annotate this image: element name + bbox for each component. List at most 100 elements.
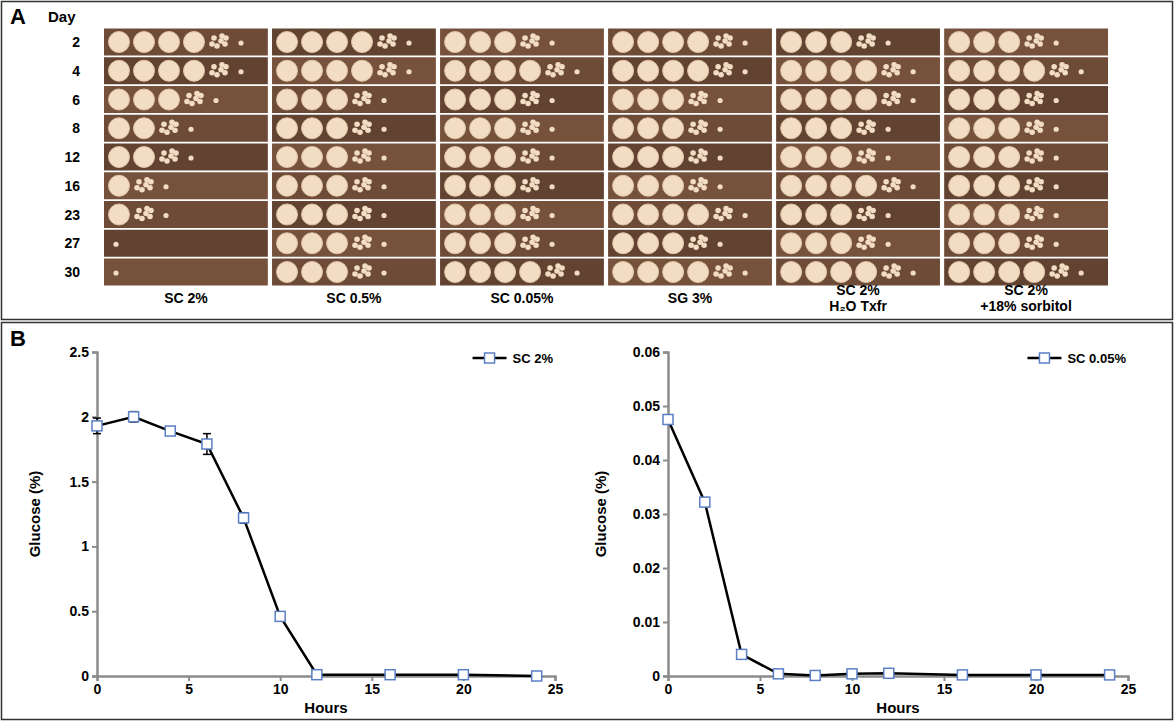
spot xyxy=(495,175,516,196)
data-point xyxy=(1031,670,1041,680)
tick-label: 1 xyxy=(81,538,89,554)
spot xyxy=(663,89,684,110)
data-point xyxy=(737,649,747,659)
colony xyxy=(361,124,367,130)
error-bar xyxy=(203,434,211,455)
tick: 15 xyxy=(937,676,953,697)
colony xyxy=(529,38,535,44)
spot xyxy=(974,32,995,53)
colony xyxy=(693,129,699,135)
legend: SC 0.05% xyxy=(1027,351,1126,366)
plate-strip xyxy=(104,172,268,199)
colony xyxy=(688,127,694,133)
spot-row xyxy=(272,86,436,113)
colony xyxy=(1051,64,1057,70)
error-bar xyxy=(93,418,101,434)
colony xyxy=(357,273,363,279)
colony xyxy=(1054,40,1059,45)
colony xyxy=(534,121,540,127)
colony xyxy=(173,150,179,156)
colony xyxy=(534,179,540,185)
colony xyxy=(886,127,891,132)
panel-a: ADay24681216232730SC 2%SC 0.5%SC 0.05%SG… xyxy=(10,4,1108,314)
spot xyxy=(159,60,180,81)
error-cap xyxy=(93,433,101,435)
colony xyxy=(861,216,867,222)
spot-row xyxy=(104,57,268,84)
plate-strip xyxy=(776,115,940,142)
colony xyxy=(525,216,531,222)
plate-strip xyxy=(944,115,1108,142)
spot xyxy=(327,262,348,283)
spot xyxy=(856,89,877,110)
colony xyxy=(529,153,535,159)
colony xyxy=(697,239,703,245)
colony xyxy=(861,244,867,250)
colony xyxy=(690,93,696,99)
colony xyxy=(406,69,411,74)
spot-row xyxy=(440,115,604,142)
tick: 1.5 xyxy=(70,474,97,490)
data-point xyxy=(700,497,710,507)
spot xyxy=(638,233,659,254)
colony xyxy=(547,265,553,271)
spot xyxy=(949,147,970,168)
colony xyxy=(522,208,528,214)
colony xyxy=(529,211,535,217)
tick-mark xyxy=(92,611,97,613)
colony xyxy=(697,153,703,159)
colony xyxy=(693,101,699,107)
colony xyxy=(529,124,535,130)
colony xyxy=(354,265,360,271)
colony xyxy=(911,98,916,103)
tick-mark xyxy=(663,406,668,408)
colony xyxy=(352,185,358,191)
spot-row xyxy=(272,144,436,171)
spot-row xyxy=(776,230,940,257)
colony xyxy=(525,43,531,49)
colony xyxy=(366,179,372,185)
spot xyxy=(806,204,827,225)
data-point xyxy=(810,670,820,680)
tick-label: 20 xyxy=(1029,681,1045,697)
spot xyxy=(277,147,298,168)
x-axis: 0510152025 xyxy=(665,676,1137,697)
colony xyxy=(713,271,719,277)
plate-strip xyxy=(776,172,940,199)
colony xyxy=(223,35,229,41)
tick-label: 5 xyxy=(757,681,765,697)
spot xyxy=(302,147,323,168)
colony xyxy=(1029,129,1035,135)
colony xyxy=(688,156,694,162)
colony xyxy=(391,64,397,70)
spot-row xyxy=(944,57,1108,84)
spot-row xyxy=(608,57,772,84)
tick: 2.5 xyxy=(70,344,97,360)
plate-strip xyxy=(944,230,1108,257)
colony xyxy=(890,67,896,73)
colony xyxy=(136,179,142,185)
spot-row xyxy=(776,86,940,113)
spot xyxy=(831,204,852,225)
colony xyxy=(1038,35,1044,41)
spot xyxy=(781,262,802,283)
colony xyxy=(697,182,703,188)
data-point xyxy=(275,611,285,621)
spot xyxy=(302,32,323,53)
colony xyxy=(381,127,386,132)
colony xyxy=(890,182,896,188)
colony xyxy=(718,242,723,247)
colony xyxy=(193,96,199,102)
spot xyxy=(470,204,491,225)
legend: SC 2% xyxy=(473,351,554,366)
colony xyxy=(366,121,372,127)
colony xyxy=(352,214,358,220)
colony xyxy=(534,35,540,41)
row-title: Day xyxy=(48,8,76,25)
colony xyxy=(690,179,696,185)
spot xyxy=(949,89,970,110)
colony xyxy=(357,101,363,107)
colony xyxy=(688,242,694,248)
tick-label: 1.5 xyxy=(70,474,90,490)
colony xyxy=(525,187,531,193)
